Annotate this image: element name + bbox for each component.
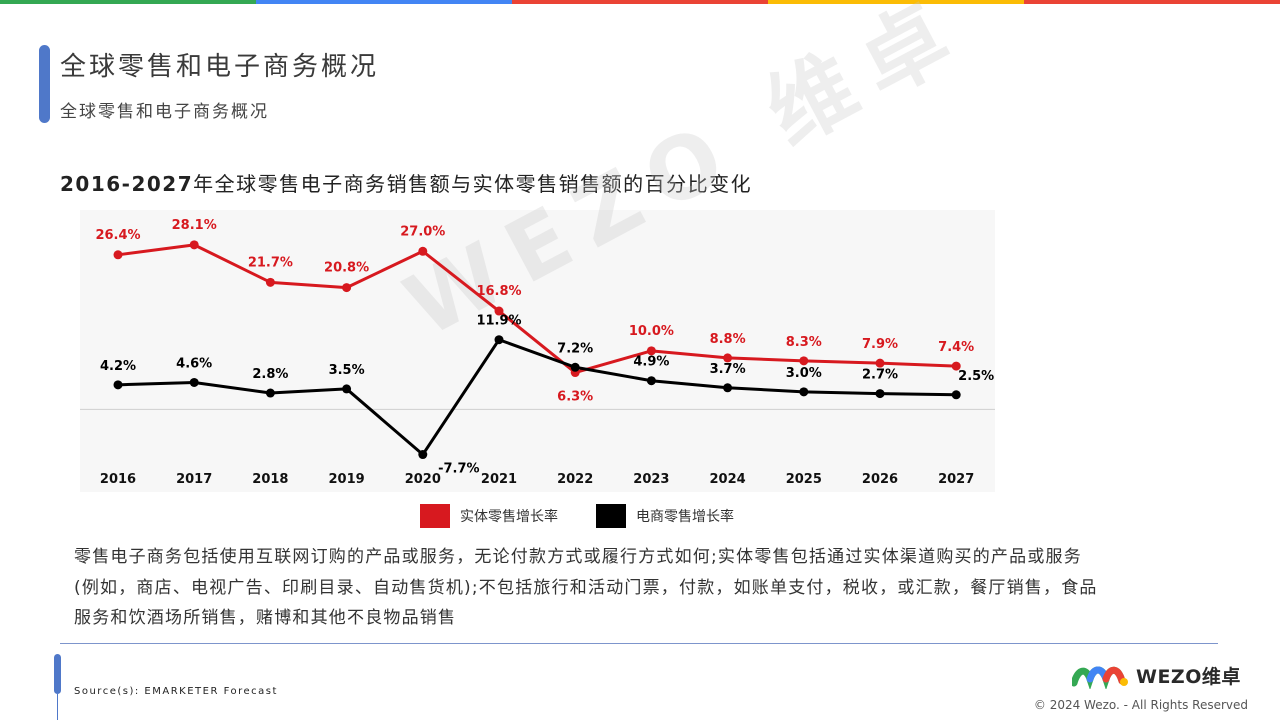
data-point-ecommerce (342, 384, 352, 394)
data-point-physical (189, 240, 199, 250)
chart-background (80, 210, 995, 492)
data-point-ecommerce (494, 335, 504, 345)
source-accent-bar (54, 654, 61, 694)
data-label-physical: 8.8% (710, 332, 746, 347)
chart-legend: 实体零售增长率 电商零售增长率 (420, 504, 734, 528)
data-point-ecommerce (951, 390, 961, 400)
data-point-ecommerce (799, 387, 809, 397)
legend-item-ecommerce: 电商零售增长率 (596, 504, 734, 528)
data-label-physical: 28.1% (172, 218, 217, 233)
data-point-physical (723, 353, 733, 363)
x-tick-label: 2026 (862, 472, 898, 487)
data-point-ecommerce (875, 389, 885, 399)
data-point-ecommerce (418, 450, 428, 460)
data-label-ecommerce: 2.7% (862, 368, 898, 383)
top-bar-segment (0, 0, 256, 4)
x-tick-label: 2017 (176, 472, 212, 487)
data-label-physical: 16.8% (476, 284, 521, 299)
data-point-physical (342, 283, 352, 293)
data-label-physical: 7.4% (938, 340, 974, 355)
copyright: © 2024 Wezo. - All Rights Reserved (1033, 698, 1248, 712)
legend-label-ecommerce: 电商零售增长率 (636, 509, 734, 525)
data-point-physical (799, 356, 809, 366)
source-accent-line (57, 694, 58, 720)
data-point-physical (113, 250, 123, 260)
data-label-physical: 27.0% (400, 224, 445, 239)
series-line-physical (117, 243, 957, 375)
data-label-physical: 6.3% (557, 390, 593, 405)
legend-swatch-physical (420, 504, 450, 528)
data-label-ecommerce: 3.5% (329, 363, 365, 378)
logo-text: WEZO维卓 (1136, 666, 1241, 688)
data-point-physical (951, 361, 961, 371)
x-tick-label: 2024 (710, 472, 746, 487)
data-label-ecommerce: 3.7% (710, 362, 746, 377)
data-label-physical: 10.0% (629, 324, 674, 339)
top-bar-segment (1024, 0, 1280, 4)
data-label-ecommerce: 4.9% (633, 355, 669, 370)
x-tick-label: 2020 (405, 472, 441, 487)
data-label-physical: 7.9% (862, 337, 898, 352)
data-label-physical: 8.3% (786, 335, 822, 350)
data-point-ecommerce (189, 377, 199, 387)
page-subtitle: 全球零售和电子商务概况 (60, 102, 269, 122)
x-tick-label: 2018 (252, 472, 288, 487)
source-text: Source(s): EMARKETER Forecast (74, 686, 278, 697)
title-accent-bar (39, 45, 50, 123)
x-tick-label: 2025 (786, 472, 822, 487)
wezo-logo: WEZO维卓 (1072, 662, 1241, 689)
chart-title-years: 2016-2027 (60, 172, 194, 196)
data-point-ecommerce (265, 388, 275, 398)
line-chart: 26.4% 28.1% 21.7% 20.8% 27.0% 16.8% 6.3% 10.0% 8… (80, 218, 995, 487)
data-point-ecommerce (570, 362, 580, 372)
top-bar-segment (768, 0, 1024, 4)
data-label-ecommerce: 2.8% (252, 367, 288, 382)
top-color-bar (0, 0, 1280, 4)
data-label-physical: 26.4% (95, 228, 140, 243)
data-label-ecommerce: 4.6% (176, 356, 212, 371)
legend-swatch-ecommerce (596, 504, 626, 528)
x-tick-label: 2016 (100, 472, 136, 487)
chart-footnote: 零售电子商务包括使用互联网订购的产品或服务，无论付款方式或履行方式如何;实体零售… (74, 547, 1098, 628)
data-point-physical (494, 306, 504, 316)
page-title: 全球零售和电子商务概况 (60, 52, 380, 82)
data-label-physical: 21.7% (248, 255, 293, 270)
chart-title-text: 年全球零售电子商务销售额与实体零售销售额的百分比变化 (193, 172, 753, 196)
x-tick-label: 2021 (481, 472, 517, 487)
data-point-physical (875, 358, 885, 368)
top-bar-segment (512, 0, 768, 4)
wezo-logo-icon (1072, 666, 1128, 689)
data-label-ecommerce: 2.5% (958, 369, 994, 384)
footer-divider (60, 643, 1218, 644)
data-point-ecommerce (113, 380, 123, 390)
data-label-ecommerce: 4.2% (100, 359, 136, 374)
data-label-physical: 20.8% (324, 261, 369, 276)
data-point-physical (646, 346, 656, 356)
data-label-ecommerce: 11.9% (476, 314, 521, 329)
top-bar-segment (256, 0, 512, 4)
series-line-ecommerce (117, 338, 957, 457)
data-point-ecommerce (723, 383, 733, 393)
x-tick-label: 2023 (633, 472, 669, 487)
data-label-ecommerce: 7.2% (557, 341, 593, 356)
data-point-physical (265, 277, 275, 287)
data-label-ecommerce: -7.7% (438, 462, 479, 477)
x-tick-label: 2019 (329, 472, 365, 487)
data-label-ecommerce: 3.0% (786, 366, 822, 381)
data-point-physical (418, 246, 428, 256)
x-tick-label: 2022 (557, 472, 593, 487)
x-tick-label: 2027 (938, 472, 974, 487)
data-point-ecommerce (646, 376, 656, 386)
legend-item-physical: 实体零售增长率 (420, 504, 558, 528)
chart-title: 2016-2027年全球零售电子商务销售额与实体零售销售额的百分比变化 (60, 168, 752, 197)
legend-label-physical: 实体零售增长率 (460, 509, 558, 525)
